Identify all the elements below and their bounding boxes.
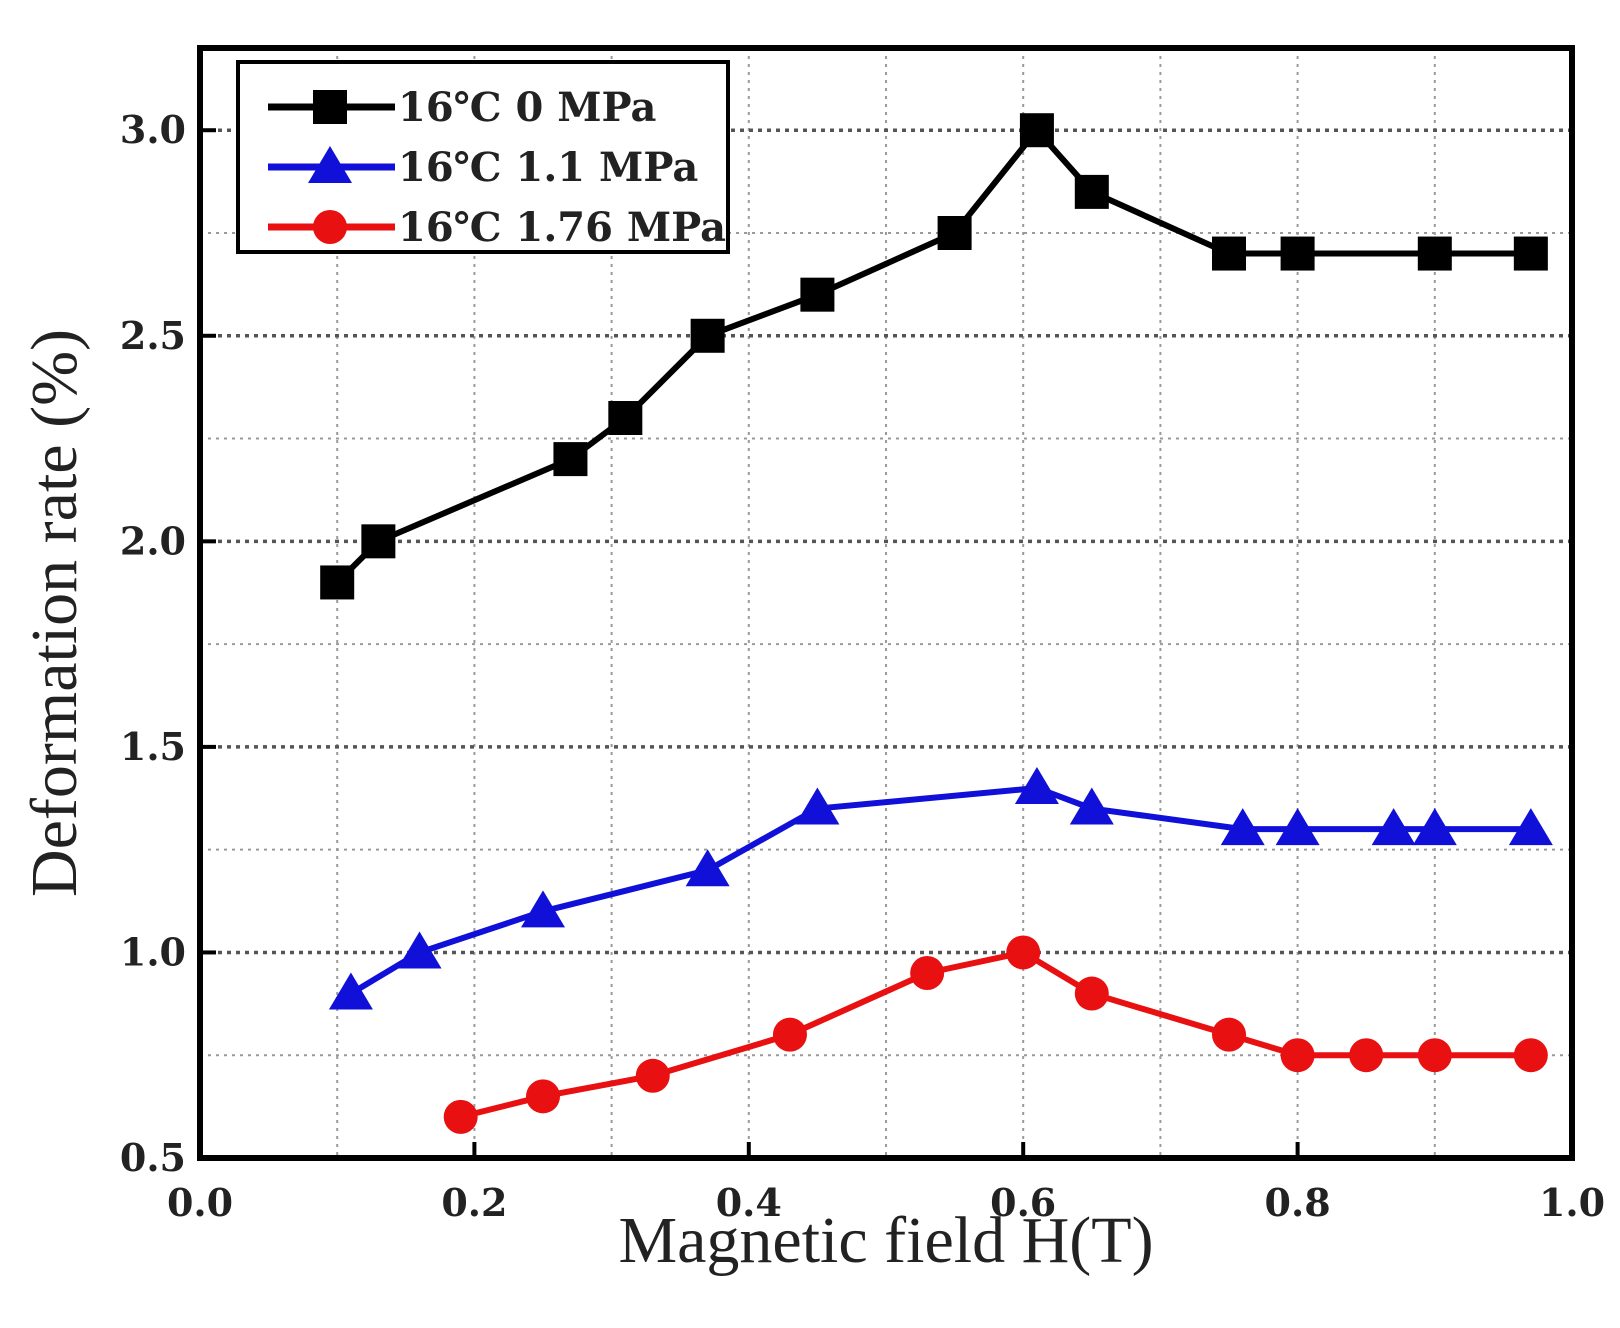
data-point: [1275, 808, 1320, 846]
data-point: [1019, 113, 1054, 148]
data-point: [1417, 1038, 1452, 1073]
data-point: [1006, 935, 1041, 970]
legend-marker: [313, 90, 347, 124]
series-1: [320, 113, 1548, 600]
data-point: [1280, 1038, 1315, 1073]
data-point: [608, 401, 643, 435]
data-point: [1220, 808, 1265, 846]
data-point: [1074, 976, 1109, 1011]
data-point: [685, 849, 730, 887]
data-series: [320, 113, 1553, 1134]
data-point: [553, 442, 588, 477]
data-point: [910, 956, 945, 990]
data-point: [1280, 236, 1315, 271]
data-point: [397, 931, 442, 969]
data-point: [795, 787, 840, 825]
data-point: [526, 1079, 560, 1114]
x-tick-label: 0.4: [716, 1180, 782, 1225]
series-3: [443, 935, 1548, 1134]
y-axis-title: Deformation rate (%): [18, 329, 91, 897]
legend-entry-1: 16℃ 0 MPa: [268, 84, 656, 131]
data-point: [320, 565, 355, 600]
data-point: [1212, 236, 1246, 271]
data-point: [328, 972, 373, 1010]
x-tick-label: 0.2: [441, 1180, 507, 1225]
data-point: [1014, 767, 1059, 804]
data-point: [1069, 787, 1114, 825]
legend-entry-3: 16℃ 1.76 MPa: [268, 204, 726, 251]
y-tick-label: 1.5: [120, 724, 186, 769]
data-point: [635, 1058, 670, 1093]
x-tick-label: 0.0: [167, 1180, 233, 1225]
data-point: [1371, 808, 1416, 846]
x-tick-label: 0.6: [990, 1180, 1056, 1225]
data-point: [690, 318, 725, 353]
data-point: [1508, 808, 1553, 846]
data-point: [443, 1099, 478, 1134]
y-tick-label: 2.0: [120, 518, 186, 563]
legend-entry-2: 16℃ 1.1 MPa: [268, 144, 698, 191]
legend-marker: [313, 210, 347, 244]
legend-label: 16℃ 1.76 MPa: [398, 204, 726, 251]
legend-label: 16℃ 0 MPa: [398, 84, 656, 131]
axis-ticks: 0.0 0.2 0.4 0.6 0.8 1.0 0.5 1.0 1.5 2.0 2.5 3.0: [120, 107, 1605, 1225]
data-point: [772, 1017, 807, 1052]
data-point: [1417, 236, 1452, 271]
data-point: [1349, 1038, 1384, 1073]
x-tick-label: 1.0: [1539, 1180, 1605, 1225]
legend-marker: [308, 146, 352, 183]
y-tick-label: 0.5: [120, 1135, 186, 1180]
series-line: [459, 949, 1531, 1120]
x-tick-label: 0.8: [1265, 1180, 1331, 1225]
data-point: [521, 890, 565, 928]
plot-frame: [197, 45, 1575, 1161]
legend-label: 16℃ 1.1 MPa: [398, 144, 698, 191]
data-point: [1412, 808, 1457, 846]
legend: 16℃ 0 MPa 16℃ 1.1 MPa 16℃ 1.76 MPa: [236, 60, 730, 254]
data-point: [1212, 1017, 1246, 1052]
y-tick-label: 1.0: [120, 929, 186, 974]
x-axis-title: Magnetic field H(T): [618, 1204, 1153, 1277]
series-2: [328, 767, 1553, 1010]
data-point: [361, 524, 396, 559]
data-point: [1513, 1038, 1548, 1073]
data-point: [1513, 236, 1548, 271]
y-tick-label: 2.5: [120, 313, 186, 358]
data-point: [1074, 174, 1109, 209]
series-line: [349, 785, 1531, 997]
y-tick-label: 3.0: [120, 107, 186, 152]
data-point: [937, 216, 972, 250]
data-point: [800, 277, 835, 312]
